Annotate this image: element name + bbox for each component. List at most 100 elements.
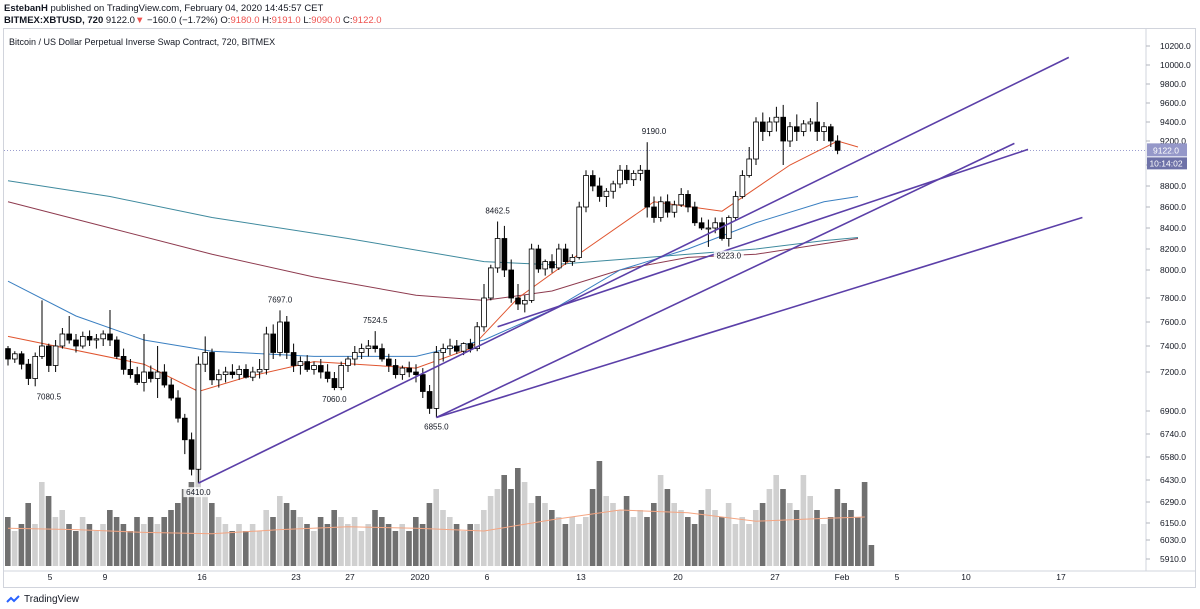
volume-bar (814, 510, 820, 566)
price-annotation-bg (265, 294, 295, 305)
volume-bar (528, 503, 535, 566)
volume-bar (460, 531, 467, 566)
x-tick-label: 5 (48, 572, 53, 582)
volume-bar (671, 503, 677, 566)
volume-bar (508, 489, 514, 566)
candle-body (59, 333, 66, 347)
volume-bar (215, 517, 222, 566)
current-price-tag (1147, 143, 1187, 157)
candle-body (664, 201, 671, 213)
price-annotation-bg (360, 315, 391, 326)
volume-bar (759, 503, 766, 566)
volume-bar (535, 496, 541, 566)
candle-body (596, 185, 603, 197)
volume-bar (855, 517, 861, 566)
y-tick-label: 9800.0 (1160, 79, 1186, 89)
volume-bar (365, 524, 371, 566)
candle-body (93, 338, 100, 341)
volume-bar (59, 510, 65, 566)
y-tick-label: 6740.0 (1160, 429, 1186, 439)
candle-body (481, 297, 487, 328)
price-annotation: 6410.0 (186, 488, 211, 497)
volume-bar (168, 510, 174, 566)
volume-bar (787, 503, 793, 566)
volume-bar (725, 503, 732, 566)
candle-body (127, 368, 134, 375)
volume-bar (664, 489, 671, 566)
y-tick-label: 7600.0 (1160, 317, 1186, 327)
volume-bar (753, 510, 759, 566)
volume-bar (406, 531, 412, 566)
candle-body (800, 123, 807, 132)
volume-bar (596, 461, 603, 566)
candle-body (365, 345, 372, 349)
volume-bar (610, 503, 616, 566)
volume-bar (25, 503, 31, 566)
candle-body (617, 169, 623, 185)
y-tick-label: 5910.0 (1160, 554, 1186, 564)
price-annotation-bg (639, 126, 669, 137)
volume-bar (569, 517, 575, 566)
candle-body (474, 326, 480, 349)
volume-bar (827, 517, 834, 566)
volume-bar (732, 524, 739, 566)
candle-body (746, 158, 752, 176)
volume-bar (134, 517, 140, 566)
volume-bar (372, 510, 378, 566)
candle-body (562, 248, 569, 263)
volume-bar (127, 531, 133, 566)
volume-bar (100, 524, 106, 566)
candle-body (419, 374, 426, 392)
candle-body (433, 352, 440, 409)
volume-bar (209, 503, 215, 566)
symbol-info: BITMEX:XBTUSD, 720 9122.0▼ −160.0 (−1.72… (4, 15, 382, 26)
candle-body (413, 371, 419, 375)
candle-body (644, 169, 650, 208)
candle-body (175, 397, 181, 419)
volume-bar (576, 524, 582, 566)
author-name[interactable]: EstebanH (4, 3, 48, 14)
close-value: 9122.0 (352, 15, 382, 26)
volume-bar (515, 468, 521, 566)
x-tick-label: 5 (895, 572, 900, 582)
price-annotation: 7697.0 (268, 295, 293, 304)
price-annotation: 9190.0 (642, 127, 667, 136)
volume-bar (283, 503, 290, 566)
volume-bar (555, 517, 562, 566)
open-value: 9180.0 (230, 15, 260, 26)
volume-bar (195, 468, 201, 566)
volume-bar (249, 524, 256, 566)
volume-bar (644, 517, 650, 566)
candle-body (807, 121, 814, 125)
candle-body (821, 126, 827, 132)
brand-name[interactable]: TradingView (24, 593, 80, 605)
candle-body (773, 116, 780, 123)
price-annotation-bg (713, 250, 744, 261)
trend-line (198, 56, 1070, 484)
volume-bar (861, 482, 868, 566)
volume-bar (345, 524, 351, 566)
volume-bar (501, 475, 507, 566)
x-tick-label: 27 (345, 572, 355, 582)
candle-body (46, 345, 52, 366)
candle-body (5, 348, 11, 360)
candle-body (766, 121, 773, 132)
candle-body (270, 333, 276, 353)
volume-bar (297, 517, 303, 566)
x-tick-label: 16 (197, 572, 207, 582)
y-tick-label: 7400.0 (1160, 341, 1186, 351)
candle-body (460, 343, 467, 352)
y-tick-label: 7800.0 (1160, 293, 1186, 303)
candle-body (603, 190, 610, 197)
candle-body (671, 204, 678, 213)
candle-body (39, 345, 45, 357)
volume-bar (188, 482, 195, 566)
volume-bar (589, 489, 596, 566)
x-tick-label: 2020 (411, 572, 430, 582)
candle-body (590, 175, 596, 187)
candle-body (399, 367, 406, 376)
candle-body (834, 140, 841, 151)
current-price-tag-label: 9122.0 (1153, 145, 1179, 155)
volume-bar (324, 524, 331, 566)
